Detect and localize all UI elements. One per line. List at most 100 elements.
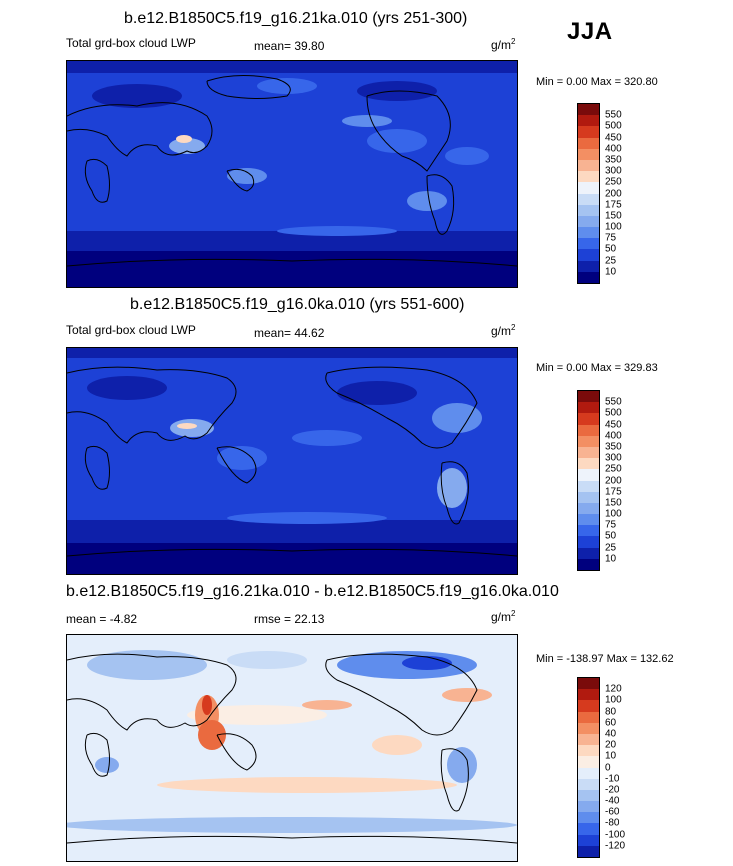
colorbar-segment	[578, 215, 599, 228]
colorbar-segment	[578, 480, 599, 492]
colorbar-label: 250	[605, 463, 622, 475]
colorbar-label: 500	[605, 407, 622, 419]
panel1-field-label: Total grd-box cloud LWP	[66, 36, 196, 50]
colorbar-segment	[578, 536, 599, 548]
colorbar-segment	[578, 525, 599, 537]
colorbar-label: 10	[605, 266, 617, 278]
colorbar-label: 250	[605, 176, 622, 188]
colorbar-label: 100	[605, 694, 622, 706]
panel3-title: b.e12.B1850C5.f19_g16.21ka.010 - b.e12.B…	[66, 583, 559, 600]
colorbar-label: 10	[605, 553, 617, 565]
colorbar-segment	[578, 435, 599, 447]
colorbar-label: 400	[605, 143, 622, 155]
colorbar-segment	[578, 711, 599, 723]
colorbar-segment	[578, 227, 599, 239]
panel2-title: b.e12.B1850C5.f19_g16.0ka.010 (yrs 551-6…	[130, 296, 465, 313]
colorbar-segment	[578, 756, 599, 768]
colorbar-label: 60	[605, 717, 617, 729]
panel1-minmax: Min = 0.00 Max = 320.80	[536, 76, 658, 88]
colorbar-label: -120	[605, 840, 626, 852]
colorbar-segment	[578, 778, 599, 790]
colorbar-segment	[578, 700, 599, 712]
colorbar-segment	[578, 249, 599, 261]
colorbar-label: -40	[605, 795, 620, 807]
colorbar-segment	[578, 204, 599, 216]
colorbar-segment	[578, 745, 599, 757]
colorbar-segment	[578, 558, 599, 570]
panel3-rmse-label: rmse = 22.13	[254, 612, 325, 626]
colorbar-segment	[578, 502, 599, 515]
colorbar-segment	[578, 491, 599, 503]
panel2-mean-label: mean= 44.62	[254, 326, 325, 340]
colorbar-label: 75	[605, 232, 617, 244]
colorbar-segment	[578, 126, 599, 138]
colorbar-segment	[578, 834, 599, 846]
colorbar-segment	[578, 159, 599, 172]
colorbar-label: 400	[605, 430, 622, 442]
colorbar-label: 100	[605, 221, 622, 233]
colorbar-segment	[578, 458, 599, 470]
colorbar-segment	[578, 823, 599, 835]
colorbar-segment	[578, 469, 599, 481]
colorbar-segment	[578, 182, 599, 194]
colorbar-label: 500	[605, 120, 622, 132]
panel2-colorbar: 550 500 450 400 350 300 250 200 175 150 100 75 50 25 1…	[577, 390, 622, 571]
colorbar-segment	[578, 193, 599, 205]
colorbar-label: 40	[605, 728, 617, 740]
colorbar-label: -60	[605, 806, 620, 818]
colorbar-segment	[578, 271, 599, 283]
colorbar-label: 175	[605, 486, 622, 498]
colorbar-label: -20	[605, 784, 620, 796]
colorbar-label: 25	[605, 255, 617, 267]
colorbar-segment	[578, 115, 599, 127]
colorbar-segment	[578, 733, 599, 746]
colorbar-label: 300	[605, 452, 622, 464]
colorbar-segment	[578, 812, 599, 824]
colorbar-label: 75	[605, 519, 617, 531]
colorbar-segment	[578, 845, 599, 857]
colorbar-segment	[578, 446, 599, 459]
panel1-title: b.e12.B1850C5.f19_g16.21ka.010 (yrs 251-…	[124, 10, 468, 27]
panel3-colorbar: 120 100 80 60 40 20 10 0 -10 -20 -40 -60 -80 -100 -120	[577, 677, 625, 858]
colorbar-label: 25	[605, 542, 617, 554]
panel2-units: g/m2	[491, 323, 516, 338]
panel3-units: g/m2	[491, 609, 516, 624]
colorbar-segment	[578, 722, 599, 734]
colorbar-label: 350	[605, 441, 622, 453]
colorbar-label: 300	[605, 165, 622, 177]
colorbar-label: 150	[605, 210, 622, 222]
panel2-field-label: Total grd-box cloud LWP	[66, 323, 196, 337]
colorbar-segment	[578, 678, 599, 690]
colorbar-label: 150	[605, 497, 622, 509]
colorbar-segment	[578, 547, 599, 559]
colorbar-segment	[578, 148, 599, 160]
colorbar-label: -100	[605, 829, 626, 841]
colorbar-label: 50	[605, 243, 617, 255]
panel1-colorbar: 550 500 450 400 350 300 250 200 175 150 100 75 50 25 1…	[577, 103, 622, 284]
colorbar-segment	[578, 137, 599, 149]
colorbar-label: 100	[605, 508, 622, 520]
panel1-units: g/m2	[491, 37, 516, 52]
panel3-minmax: Min = -138.97 Max = 132.62	[536, 653, 674, 665]
colorbar-segment	[578, 689, 599, 701]
colorbar-segment	[578, 767, 599, 779]
colorbar-segment	[578, 104, 599, 116]
colorbar-segment	[578, 260, 599, 272]
colorbar-segment	[578, 171, 599, 183]
colorbar-label: 550	[605, 396, 622, 408]
colorbar-label: 80	[605, 706, 617, 718]
colorbar-label: 20	[605, 739, 617, 751]
colorbar-segment	[578, 402, 599, 414]
season-label: JJA	[567, 18, 613, 45]
colorbar-label: 10	[605, 750, 617, 762]
colorbar-label: 175	[605, 199, 622, 211]
colorbar-label: 200	[605, 475, 622, 486]
colorbar-segment	[578, 424, 599, 436]
colorbar-segment	[578, 514, 599, 526]
colorbar-label: 50	[605, 530, 617, 542]
panel1-map	[66, 60, 518, 288]
panel3-mean-label: mean = -4.82	[66, 612, 138, 626]
colorbar-label: -80	[605, 817, 620, 829]
colorbar-label: 0	[605, 762, 611, 773]
colorbar-label: 120	[605, 683, 622, 695]
